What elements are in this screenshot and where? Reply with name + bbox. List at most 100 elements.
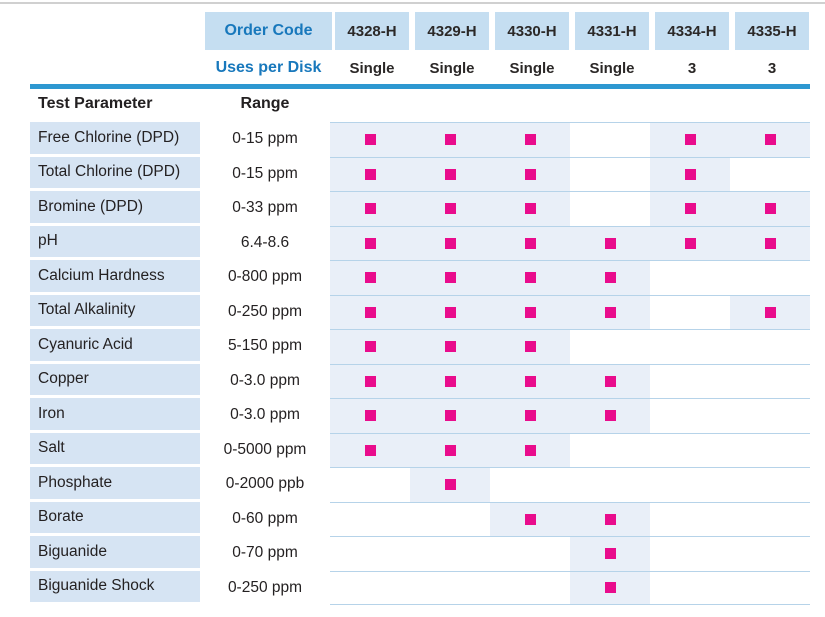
test-parameter-cell: Bromine (DPD): [30, 191, 200, 226]
table-row: Free Chlorine (DPD) 0-15 ppm: [30, 122, 810, 157]
uses-per-disk-label: Uses per Disk: [205, 55, 332, 81]
marker-cell: [650, 122, 730, 157]
included-square-icon: [524, 237, 536, 249]
marker-strip: [330, 329, 810, 364]
order-code-header: Order Code: [205, 12, 332, 50]
marker-cell: [410, 122, 490, 157]
marker-cell: [330, 191, 410, 226]
marker-cell: [490, 191, 570, 226]
marker-cell: [570, 329, 650, 364]
marker-cell: [650, 501, 730, 536]
included-square-icon: [604, 306, 616, 318]
test-parameter-cell: pH: [30, 225, 200, 260]
included-square-icon: [444, 444, 456, 456]
marker-cell: [490, 570, 570, 605]
table-row: Total Alkalinity 0-250 ppm: [30, 294, 810, 329]
included-square-icon: [364, 237, 376, 249]
marker-cell: [730, 225, 810, 260]
marker-cell: [410, 225, 490, 260]
test-parameter-cell: Salt: [30, 432, 200, 467]
range-cell: 0-250 ppm: [200, 570, 330, 605]
order-code-value: 4335-H: [747, 22, 797, 40]
marker-cell: [490, 363, 570, 398]
included-square-icon: [604, 237, 616, 249]
uses-value: 3: [687, 59, 697, 77]
marker-strip: [330, 225, 810, 260]
marker-cell: [410, 156, 490, 191]
included-square-icon: [764, 203, 776, 215]
marker-cell: [570, 467, 650, 502]
marker-cell: [650, 191, 730, 226]
marker-cell: [730, 294, 810, 329]
included-square-icon: [364, 134, 376, 146]
marker-cell: [410, 432, 490, 467]
range-cell: 0-3.0 ppm: [200, 398, 330, 433]
test-parameter-cell: Total Alkalinity: [30, 294, 200, 329]
included-square-icon: [364, 272, 376, 284]
marker-strip: [330, 570, 810, 605]
marker-cell: [570, 432, 650, 467]
marker-cell: [490, 156, 570, 191]
included-square-icon: [444, 306, 456, 318]
marker-cell: [650, 467, 730, 502]
marker-cell: [570, 122, 650, 157]
included-square-icon: [764, 134, 776, 146]
marker-cell: [570, 570, 650, 605]
included-square-icon: [444, 237, 456, 249]
included-square-icon: [604, 375, 616, 387]
included-square-icon: [764, 306, 776, 318]
marker-cell: [490, 329, 570, 364]
range-cell: 0-3.0 ppm: [200, 363, 330, 398]
marker-cell: [650, 363, 730, 398]
order-code-label: Order Code: [224, 22, 313, 39]
uses-value: Single: [429, 59, 475, 77]
marker-strip: [330, 536, 810, 571]
marker-cell: [330, 398, 410, 433]
included-square-icon: [604, 410, 616, 422]
table-row: Phosphate 0-2000 ppb: [30, 467, 810, 502]
marker-cell: [330, 329, 410, 364]
marker-cell: [570, 225, 650, 260]
marker-strip: [330, 156, 810, 191]
marker-cell: [570, 260, 650, 295]
test-parameter-cell: Total Chlorine (DPD): [30, 156, 200, 191]
marker-cell: [570, 294, 650, 329]
range-cell: 0-2000 ppb: [200, 467, 330, 502]
included-square-icon: [444, 375, 456, 387]
uses-value: Single: [349, 59, 395, 77]
test-parameter-cell: Biguanide: [30, 536, 200, 571]
order-code-cell-4328h: 4328-H: [335, 12, 409, 50]
marker-cell: [330, 225, 410, 260]
marker-cell: [730, 501, 810, 536]
marker-cell: [650, 398, 730, 433]
included-square-icon: [444, 168, 456, 180]
marker-cell: [650, 260, 730, 295]
marker-cell: [730, 260, 810, 295]
included-square-icon: [364, 410, 376, 422]
included-square-icon: [524, 444, 536, 456]
marker-cell: [570, 501, 650, 536]
marker-cell: [410, 294, 490, 329]
marker-cell: [330, 294, 410, 329]
marker-cell: [410, 467, 490, 502]
order-code-value: 4329-H: [427, 22, 477, 40]
marker-cell: [330, 363, 410, 398]
table-row: Calcium Hardness 0-800 ppm: [30, 260, 810, 295]
marker-cell: [570, 363, 650, 398]
included-square-icon: [524, 375, 536, 387]
marker-cell: [650, 294, 730, 329]
included-square-icon: [604, 513, 616, 525]
range-cell: 0-33 ppm: [200, 191, 330, 226]
included-square-icon: [524, 272, 536, 284]
order-code-cell-4329h: 4329-H: [415, 12, 489, 50]
included-square-icon: [524, 168, 536, 180]
included-square-icon: [604, 272, 616, 284]
marker-strip: [330, 260, 810, 295]
marker-cell: [730, 329, 810, 364]
included-square-icon: [364, 375, 376, 387]
order-code-value: 4328-H: [347, 22, 397, 40]
marker-strip: [330, 122, 810, 157]
marker-cell: [730, 570, 810, 605]
marker-cell: [650, 225, 730, 260]
table-row: Total Chlorine (DPD) 0-15 ppm: [30, 156, 810, 191]
